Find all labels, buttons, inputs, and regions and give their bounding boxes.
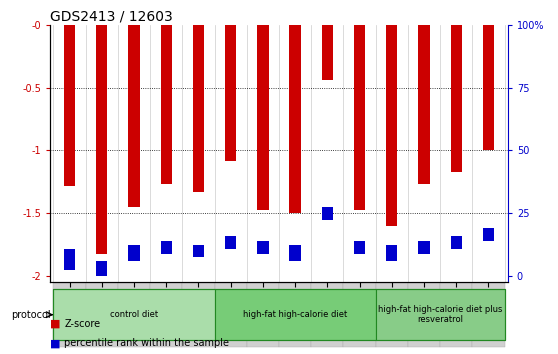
Bar <box>225 25 236 161</box>
Bar <box>418 25 430 184</box>
Bar <box>161 25 172 184</box>
Bar <box>376 283 408 347</box>
Bar <box>128 25 140 207</box>
Bar <box>386 25 397 226</box>
Bar <box>96 261 107 276</box>
Text: high-fat high-calorie diet: high-fat high-calorie diet <box>243 310 347 319</box>
Bar <box>86 283 118 347</box>
Bar <box>150 283 182 347</box>
Text: ■: ■ <box>50 338 61 348</box>
Bar <box>451 25 462 172</box>
Bar <box>54 289 215 341</box>
Bar <box>418 241 430 253</box>
Bar <box>322 207 333 219</box>
Bar <box>215 283 247 347</box>
Bar <box>257 241 268 253</box>
Bar <box>451 236 462 249</box>
Bar <box>386 245 397 261</box>
Bar <box>472 283 504 347</box>
Text: ■: ■ <box>50 319 61 329</box>
Bar <box>161 241 172 253</box>
Bar <box>279 283 311 347</box>
Bar <box>257 25 268 210</box>
Bar <box>483 228 494 241</box>
Bar <box>215 289 376 341</box>
Bar <box>290 245 301 261</box>
Bar <box>247 283 279 347</box>
Bar <box>54 283 86 347</box>
Bar <box>182 283 215 347</box>
Bar <box>96 25 107 253</box>
Bar <box>354 241 365 253</box>
Text: percentile rank within the sample: percentile rank within the sample <box>64 338 229 348</box>
Bar <box>311 283 343 347</box>
Text: protocol: protocol <box>11 310 51 320</box>
Bar <box>128 245 140 261</box>
Bar <box>376 289 504 341</box>
Text: high-fat high-calorie diet plus
resveratrol: high-fat high-calorie diet plus resverat… <box>378 305 502 324</box>
Bar <box>483 25 494 150</box>
Bar <box>225 236 236 249</box>
Bar <box>354 25 365 210</box>
Bar <box>193 25 204 192</box>
Bar <box>343 283 376 347</box>
Bar <box>408 283 440 347</box>
Text: Z-score: Z-score <box>64 319 100 329</box>
Text: control diet: control diet <box>110 310 158 319</box>
Bar <box>440 283 472 347</box>
Bar <box>193 245 204 257</box>
Bar <box>118 283 150 347</box>
Bar <box>64 249 75 270</box>
Bar <box>64 25 75 186</box>
Bar <box>290 25 301 213</box>
Bar <box>54 289 504 341</box>
Bar <box>322 25 333 80</box>
Text: GDS2413 / 12603: GDS2413 / 12603 <box>50 10 173 24</box>
